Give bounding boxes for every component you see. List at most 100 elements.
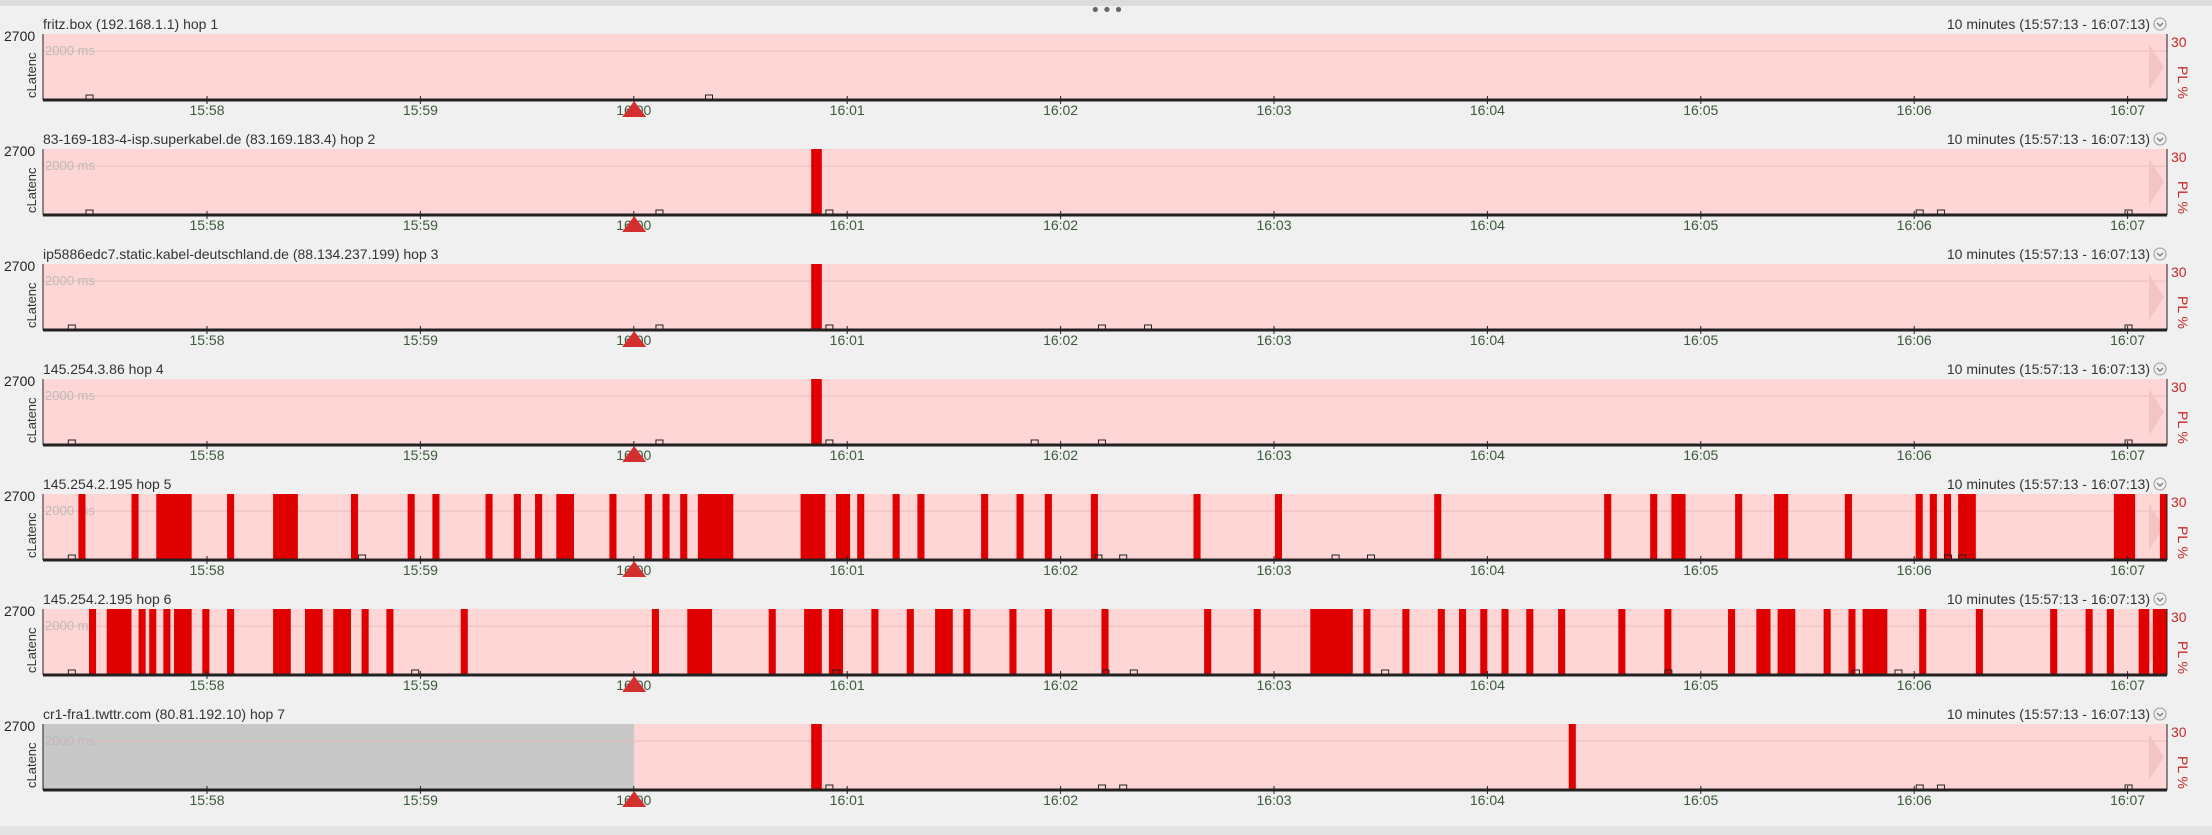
chevron-down-icon[interactable] <box>2153 132 2167 146</box>
chevron-down-icon <box>2156 137 2164 142</box>
x-tick-label: 16:01 <box>830 562 865 578</box>
x-tick-label: 16:05 <box>1683 332 1718 348</box>
hop-title: 145.254.2.195 hop 5 <box>43 476 172 492</box>
x-tick-label: 15:59 <box>403 677 438 693</box>
time-marker-icon[interactable] <box>622 216 647 232</box>
packet-loss-bar <box>2050 609 2058 675</box>
time-marker-icon[interactable] <box>622 791 647 807</box>
packet-loss-bar <box>1929 494 1937 560</box>
pl-axis-label: PL % <box>2175 66 2191 99</box>
scroll-right-icon[interactable] <box>2149 274 2164 320</box>
scroll-right-icon[interactable] <box>2149 734 2164 780</box>
chevron-down-icon[interactable] <box>2153 477 2167 491</box>
plot-background <box>43 149 2167 215</box>
x-tick-label: 16:06 <box>1897 217 1932 233</box>
collapse-circle <box>2153 17 2167 31</box>
hop-panel[interactable]: 2000 ms15:5815:5916:0016:0116:0216:0316:… <box>0 8 2212 123</box>
chevron-down-icon[interactable] <box>2153 592 2167 606</box>
x-tick-label: 16:04 <box>1470 217 1505 233</box>
gridline-label: 2000 ms <box>45 273 95 288</box>
scroll-right-icon[interactable] <box>2149 389 2164 435</box>
x-tick-label: 16:02 <box>1043 447 1078 463</box>
packet-loss-bar <box>2085 609 2093 675</box>
time-range-label: 10 minutes (15:57:13 - 16:07:13) <box>1947 131 2150 147</box>
hop-panel[interactable]: 2000 ms15:5815:5916:0016:0116:0216:0316:… <box>0 583 2212 698</box>
packet-loss-bar <box>513 494 521 560</box>
collapse-circle <box>2153 247 2167 261</box>
chevron-down-icon <box>2156 597 2164 602</box>
packet-loss-bar <box>828 609 844 675</box>
packet-loss-bar <box>535 494 543 560</box>
pl-tick-label: 30 <box>2171 609 2187 625</box>
x-tick-label: 15:58 <box>189 217 224 233</box>
x-tick-label: 16:04 <box>1470 332 1505 348</box>
packet-loss-bar <box>138 609 146 675</box>
packet-loss-bar <box>1558 609 1566 675</box>
x-tick-label: 16:03 <box>1256 792 1291 808</box>
hop-panel[interactable]: 2000 ms15:5815:5916:0016:0116:0216:0316:… <box>0 123 2212 238</box>
y-tick-label: 2700 <box>4 488 35 504</box>
x-tick-label: 16:03 <box>1256 102 1291 118</box>
packet-loss-bar <box>1193 494 1201 560</box>
x-tick-label: 16:01 <box>830 677 865 693</box>
packet-loss-bar <box>1044 609 1052 675</box>
packet-loss-bar <box>1310 609 1353 675</box>
gridline-label: 2000 ms <box>45 733 95 748</box>
packet-loss-bar <box>1915 494 1923 560</box>
packet-loss-bar <box>804 609 822 675</box>
x-tick-label: 16:06 <box>1897 677 1932 693</box>
chevron-down-icon[interactable] <box>2153 707 2167 721</box>
hop-title: 83-169-183-4-isp.superkabel.de (83.169.1… <box>43 131 376 147</box>
packet-loss-bar <box>1618 609 1626 675</box>
scroll-right-icon[interactable] <box>2149 159 2164 205</box>
hop-title: fritz.box (192.168.1.1) hop 1 <box>43 16 218 32</box>
packet-loss-bar <box>2152 609 2167 675</box>
plot-background <box>43 34 2167 100</box>
hop-panel[interactable]: 2000 ms15:5815:5916:0016:0116:0216:0316:… <box>0 353 2212 468</box>
packet-loss-bar <box>1480 609 1488 675</box>
packet-loss-bar <box>1728 609 1736 675</box>
packet-loss-bar <box>981 494 989 560</box>
chevron-down-icon[interactable] <box>2153 17 2167 31</box>
packet-loss-bar <box>407 494 415 560</box>
time-marker-icon[interactable] <box>622 446 647 462</box>
packet-loss-bar <box>680 494 688 560</box>
y-tick-label: 2700 <box>4 718 35 734</box>
drag-handle-icon[interactable]: ••• <box>1090 0 1125 21</box>
time-marker-icon[interactable] <box>622 676 647 692</box>
packet-loss-bar <box>78 494 86 560</box>
packet-loss-bar <box>1823 609 1831 675</box>
x-tick-label: 16:03 <box>1256 447 1291 463</box>
packet-loss-bar <box>1975 609 1983 675</box>
packet-loss-bar <box>609 494 617 560</box>
hop-title: cr1-fra1.twttr.com (80.81.192.10) hop 7 <box>43 706 285 722</box>
x-tick-label: 16:02 <box>1043 792 1078 808</box>
packet-loss-bar <box>460 609 468 675</box>
x-tick-label: 16:06 <box>1897 792 1932 808</box>
packet-loss-bar <box>811 724 822 790</box>
plot-background <box>43 379 2167 445</box>
time-marker-icon[interactable] <box>622 561 647 577</box>
packet-loss-bar <box>89 609 97 675</box>
time-marker-icon[interactable] <box>622 331 647 347</box>
chevron-down-icon[interactable] <box>2153 362 2167 376</box>
packet-loss-bar <box>1848 609 1856 675</box>
pl-tick-label: 30 <box>2171 264 2187 280</box>
hop-panel[interactable]: 2000 ms15:5815:5916:0016:0116:0216:0316:… <box>0 238 2212 353</box>
packet-loss-bar <box>1253 609 1261 675</box>
packet-loss-bar <box>963 609 971 675</box>
packet-loss-bar <box>857 494 865 560</box>
scroll-right-icon[interactable] <box>2149 44 2164 90</box>
hop-chart-svg: 2000 ms15:5815:5916:0016:0116:0216:0316:… <box>4 246 2191 348</box>
pl-tick-label: 30 <box>2171 494 2187 510</box>
hop-panel[interactable]: 2000 ms15:5815:5916:0016:0116:0216:0316:… <box>0 698 2212 813</box>
y-axis-label: cLatenc <box>24 397 39 443</box>
packet-loss-bar <box>2138 609 2150 675</box>
time-marker-icon[interactable] <box>622 101 647 117</box>
packet-loss-bar <box>1501 609 1509 675</box>
scroll-right-icon[interactable] <box>2149 504 2164 550</box>
hop-panel[interactable]: 2000 ms15:5815:5916:0016:0116:0216:0316:… <box>0 468 2212 583</box>
hop-title: 145.254.2.195 hop 6 <box>43 591 172 607</box>
chevron-down-icon[interactable] <box>2153 247 2167 261</box>
bottom-scrollbar[interactable] <box>0 826 2212 835</box>
